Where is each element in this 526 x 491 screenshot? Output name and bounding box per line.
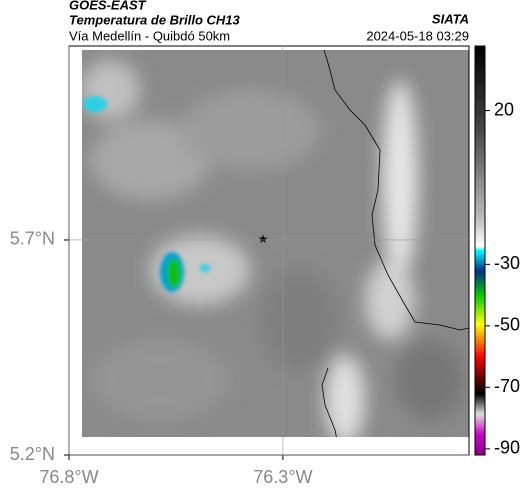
colorbar	[474, 45, 486, 456]
subtitle: Vía Medellín - Quibdó 50km	[69, 28, 230, 43]
colorbar-tick-label: -30	[494, 253, 520, 273]
y-tick-label: 5.2°N	[10, 444, 55, 464]
colorbar-tick-label: -50	[494, 315, 520, 335]
timestamp: 2024-05-18 03:29	[366, 28, 469, 43]
x-tick-label: 76.8°W	[39, 467, 98, 487]
colorbar-tick-label: -70	[494, 376, 520, 396]
satellite-image	[82, 50, 469, 437]
colorbar-tick-label: 20	[494, 99, 514, 119]
agency: SIATA	[432, 11, 469, 26]
x-tick-label: 76.3°W	[253, 467, 312, 487]
y-tick-label: 5.7°N	[10, 229, 55, 249]
source: GOES-EAST	[69, 0, 147, 12]
location-marker: ★	[258, 232, 269, 246]
title: Temperatura de Brillo CH13	[69, 12, 241, 27]
colorbar-tick-label: -90	[494, 438, 520, 458]
